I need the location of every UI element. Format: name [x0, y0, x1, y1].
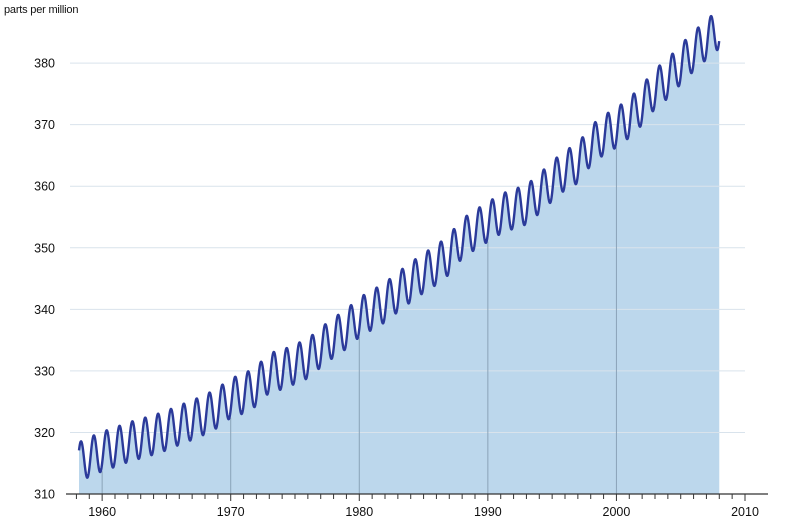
y-tick-label: 330	[34, 364, 55, 378]
x-tick-label: 2010	[731, 505, 759, 519]
x-tick-label: 1980	[345, 505, 373, 519]
y-tick-label: 380	[34, 57, 55, 71]
y-tick-label: 320	[34, 426, 55, 440]
y-axis-unit-label: parts per million	[4, 4, 79, 16]
y-tick-label: 370	[34, 118, 55, 132]
tick-label-layer: 310 320 330 340 350 360 370 380 1960 1970 1980 1990…	[34, 57, 759, 519]
x-tick-label: 1970	[217, 505, 245, 519]
x-tick-label: 1990	[474, 505, 502, 519]
line-layer	[77, 14, 721, 479]
co2-area-fill	[79, 16, 720, 495]
y-tick-label: 350	[34, 241, 55, 255]
x-tick-label: 1960	[88, 505, 116, 519]
axis-layer	[66, 493, 768, 501]
co2-series-line	[77, 14, 721, 479]
y-tick-label: 340	[34, 303, 55, 317]
x-tick-label: 2000	[603, 505, 631, 519]
y-tick-label: 360	[34, 180, 55, 194]
y-tick-label: 310	[34, 488, 55, 502]
area-layer	[79, 16, 720, 495]
gridline-layer	[70, 62, 745, 494]
